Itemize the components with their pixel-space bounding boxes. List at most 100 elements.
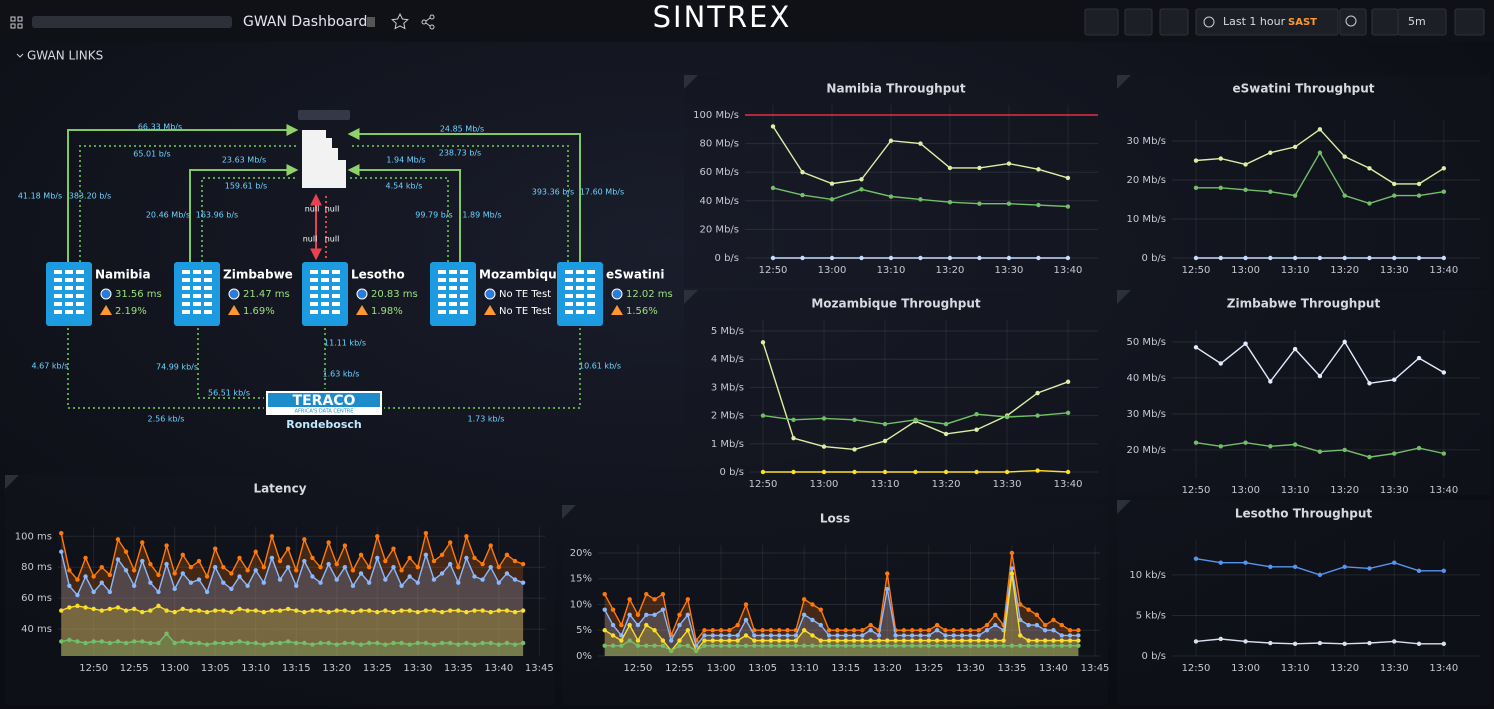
site-icon-window <box>460 294 468 298</box>
data-point <box>512 642 518 647</box>
data-point <box>269 555 275 561</box>
site-icon-window <box>321 310 329 314</box>
data-point <box>431 558 437 564</box>
settings-button[interactable] <box>1159 8 1189 36</box>
site-icon-window <box>76 310 84 314</box>
data-point <box>860 638 865 643</box>
data-point <box>172 640 177 646</box>
link-label: 1.63 kb/s <box>323 370 360 379</box>
data-point <box>801 628 807 633</box>
data-point <box>439 571 445 576</box>
data-point <box>677 643 682 648</box>
row-title[interactable]: GWAN LINKS <box>27 49 103 63</box>
share-icon[interactable] <box>421 14 435 30</box>
site-icon-window <box>193 286 201 290</box>
data-point <box>415 609 420 615</box>
data-point <box>793 643 799 648</box>
site-icon-window <box>587 302 595 306</box>
tv-mode-button[interactable] <box>1454 8 1485 36</box>
time-picker[interactable] <box>1195 8 1339 36</box>
time-range[interactable]: Last 1 hour <box>1223 15 1286 28</box>
data-point <box>926 638 932 643</box>
star-icon[interactable] <box>391 12 409 30</box>
panel-title: Namibia Throughput <box>826 82 965 96</box>
data-point <box>204 609 210 615</box>
data-point <box>943 469 949 475</box>
data-point <box>229 586 234 592</box>
data-point <box>302 537 307 542</box>
x-tick-label: 12:50 <box>749 479 778 490</box>
data-point <box>882 469 888 475</box>
data-point <box>860 643 865 648</box>
refresh-interval[interactable] <box>1397 8 1447 36</box>
data-point <box>196 577 202 582</box>
data-point <box>1441 451 1447 456</box>
series-area <box>604 568 1079 656</box>
data-point <box>1292 346 1298 352</box>
data-point <box>496 608 502 613</box>
data-point <box>818 622 823 628</box>
data-point <box>1268 640 1273 646</box>
data-point <box>115 537 121 542</box>
data-point <box>1018 617 1023 623</box>
data-point <box>131 583 137 588</box>
link-label: null <box>325 205 340 214</box>
data-point <box>882 421 888 427</box>
data-point <box>1441 568 1447 574</box>
loss-icon <box>611 305 623 315</box>
data-point <box>644 591 649 597</box>
data-point <box>439 609 445 615</box>
data-point <box>752 638 757 643</box>
data-point <box>1292 144 1298 150</box>
site-icon-window <box>565 270 573 274</box>
site-icon-window <box>204 302 212 306</box>
apps-icon[interactable] <box>10 16 23 29</box>
data-point <box>59 608 64 613</box>
x-tick-label: 13:30 <box>956 663 985 674</box>
data-point <box>1317 572 1323 578</box>
data-point <box>1416 181 1422 187</box>
data-point <box>1193 345 1199 350</box>
zoom-out-button[interactable] <box>1339 8 1367 36</box>
site-icon-window <box>449 286 457 290</box>
data-point <box>520 580 526 585</box>
site-icon-window <box>321 278 329 282</box>
x-tick-label: 13:10 <box>1281 663 1310 674</box>
data-point <box>888 255 894 261</box>
data-point <box>496 642 502 647</box>
data-point <box>431 608 437 613</box>
add-panel-button[interactable] <box>1084 8 1119 36</box>
data-point <box>918 141 923 146</box>
data-point <box>1026 638 1031 643</box>
data-point <box>934 643 940 648</box>
site-icon-window <box>449 310 457 314</box>
data-point <box>859 187 864 192</box>
loss-icon <box>484 305 496 315</box>
link-label: 4.67 kb/s <box>32 362 69 371</box>
data-point <box>237 555 242 561</box>
data-point <box>1243 162 1248 167</box>
teraco-logo: TERACO <box>293 393 356 409</box>
site-icon-window <box>65 286 73 290</box>
y-tick-label: 3 Mb/s <box>711 382 744 393</box>
refresh-interval-label[interactable]: 5m <box>1408 15 1426 28</box>
data-point <box>934 622 940 628</box>
data-point <box>727 628 732 633</box>
dashboard-title[interactable]: GWAN Dashboard <box>243 14 367 30</box>
data-point <box>913 417 918 423</box>
breadcrumb-blurred[interactable] <box>32 16 232 28</box>
data-point <box>743 633 749 638</box>
row-chevron[interactable] <box>16 53 24 58</box>
latency-icon <box>611 288 623 300</box>
data-point <box>934 628 940 633</box>
data-point <box>943 431 949 437</box>
data-point <box>310 574 315 579</box>
x-tick-label: 13:10 <box>871 479 900 490</box>
data-point <box>1009 550 1015 556</box>
save-button[interactable] <box>1124 8 1153 36</box>
data-point <box>801 612 807 617</box>
data-point <box>439 640 445 646</box>
site-icon-window <box>576 294 584 298</box>
refresh-button[interactable] <box>1371 8 1399 36</box>
